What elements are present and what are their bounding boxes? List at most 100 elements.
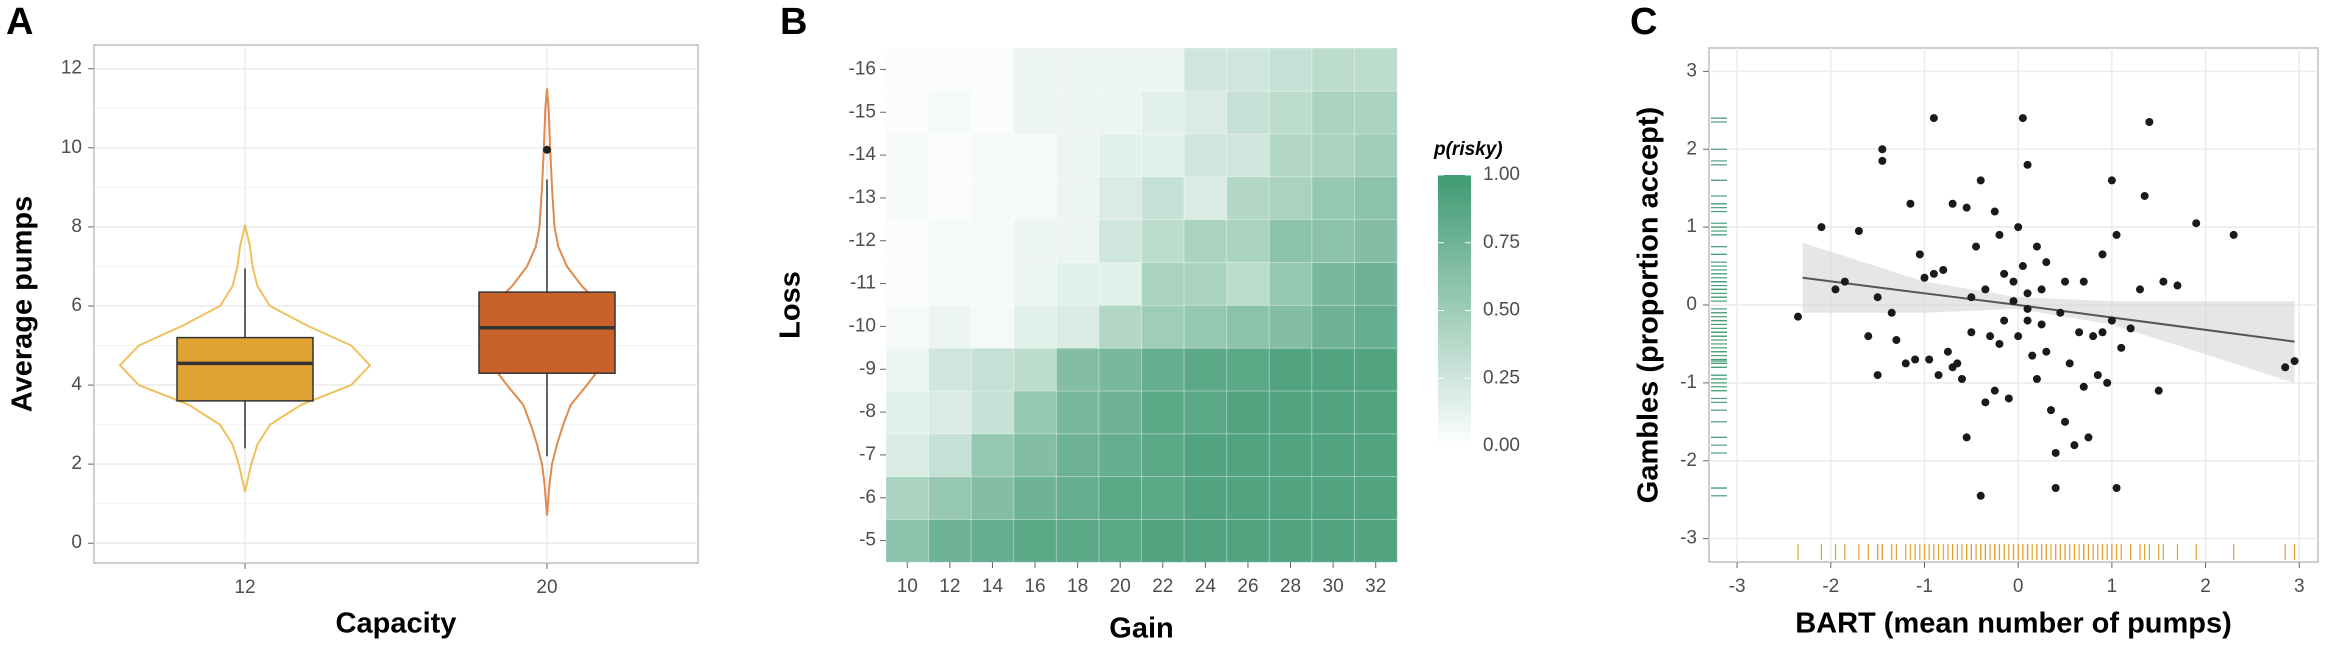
y-tick-label: 3 [1686, 60, 1697, 81]
violin [478, 88, 616, 516]
heatmap-cell [1226, 176, 1271, 221]
point [2051, 448, 2060, 457]
panel-label: A [6, 1, 33, 43]
heatmap-cell [1226, 261, 1271, 306]
point [1939, 265, 1948, 274]
heatmap-cell [885, 475, 930, 520]
x-tick-label: 18 [1067, 576, 1088, 597]
x-tick-label: 32 [1365, 576, 1386, 597]
heatmap-cell [1268, 176, 1313, 221]
point [2290, 357, 2299, 366]
point [2051, 484, 2060, 493]
point [2079, 277, 2088, 286]
colorbar-tick-label: 1.00 [1483, 164, 1520, 185]
fit-line [1802, 276, 2295, 343]
colorbar-tick-label: 0.25 [1483, 367, 1520, 388]
y-tick-label: -14 [849, 144, 877, 165]
point [1967, 293, 1976, 302]
x-tick-label: 2 [2200, 576, 2211, 597]
heatmap-cell [928, 133, 972, 178]
point [2098, 250, 2107, 259]
y-tick-label: 2 [1686, 138, 1697, 159]
heatmap-cell [1353, 433, 1398, 478]
point [2135, 285, 2144, 294]
y-tick-label: 1 [1686, 216, 1697, 237]
heatmap-cell [1353, 475, 1398, 520]
y-tick-label: -12 [849, 230, 876, 251]
y-tick-label: -15 [849, 101, 876, 122]
heatmap-cell [1098, 518, 1143, 563]
y-tick-label: 4 [71, 374, 82, 395]
heatmap-cell [1268, 433, 1313, 478]
point [1925, 355, 1934, 364]
point [1990, 207, 1999, 216]
heatmap-cell [1141, 347, 1185, 392]
x-tick-label: 12 [234, 577, 255, 598]
x-tick-label: 26 [1237, 576, 1258, 597]
heatmap-cell [1141, 518, 1185, 563]
y-tick-label: 6 [71, 295, 82, 316]
heatmap-cell [1141, 176, 1185, 221]
point [2009, 297, 2018, 306]
point [1957, 374, 1966, 383]
point [2159, 277, 2168, 286]
x-tick-label: 20 [1110, 576, 1131, 597]
point [1986, 332, 1995, 341]
y-tick-label: -9 [859, 358, 876, 379]
heatmap-cell [1013, 304, 1058, 349]
point [1906, 199, 1915, 208]
point [1976, 176, 1985, 185]
heatmap-cell [1098, 133, 1143, 178]
x-tick-label: 0 [2013, 576, 2024, 597]
heatmap-cell [1226, 90, 1271, 135]
point [1887, 308, 1896, 317]
point [1967, 328, 1976, 337]
point [2037, 285, 2046, 294]
point [1981, 285, 1990, 294]
heatmap-cell [1141, 433, 1185, 478]
point [2084, 433, 2093, 442]
heatmap-cell [885, 47, 930, 92]
point [2093, 371, 2102, 380]
point [2145, 117, 2154, 126]
y-tick-label: -2 [1680, 450, 1697, 471]
point [2000, 316, 2009, 325]
heatmap-cell [970, 90, 1015, 135]
heatmap-cell [1013, 176, 1058, 221]
x-axis-title: Gain [1109, 613, 1173, 645]
heatmap-cell [1183, 347, 1228, 392]
heatmap-cell [1311, 90, 1356, 135]
heatmap-cell [1311, 47, 1356, 92]
heatmap-cell [1226, 475, 1271, 520]
heatmap-cell [1353, 347, 1398, 392]
heatmap-cell [1353, 518, 1398, 563]
heatmap-cell [1268, 304, 1313, 349]
point [2112, 484, 2121, 493]
y-axis-title: Gambles (proportion accept) [1633, 107, 1665, 503]
heatmap-cell [1311, 218, 1356, 263]
heatmap-cell [1013, 90, 1058, 135]
point [2103, 378, 2112, 387]
point [2117, 343, 2126, 352]
heatmap-cell [1183, 475, 1228, 520]
heatmap-cell [1183, 47, 1228, 92]
heatmap-cell [970, 433, 1015, 478]
panel-label: B [780, 1, 807, 43]
heatmap-cell [885, 90, 930, 135]
box [176, 336, 314, 402]
point [2065, 359, 2074, 368]
x-tick-label: 3 [2294, 576, 2305, 597]
heatmap-cell [1141, 261, 1185, 306]
heatmap-cell [928, 518, 972, 563]
heatmap-cell [1013, 475, 1058, 520]
point [1943, 347, 1952, 356]
heatmap-cell [1183, 133, 1228, 178]
point [2014, 223, 2023, 232]
heatmap-cell [1183, 261, 1228, 306]
heatmap-cell [1226, 304, 1271, 349]
point [2070, 441, 2079, 450]
point [2126, 324, 2135, 333]
point [2061, 277, 2070, 286]
y-tick-label: -6 [859, 487, 876, 508]
